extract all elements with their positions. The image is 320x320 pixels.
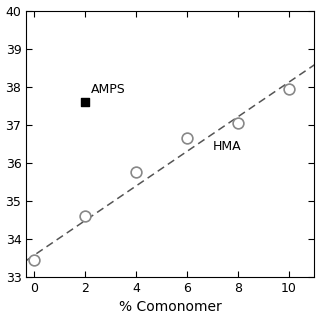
Text: AMPS: AMPS <box>91 83 126 96</box>
Point <box>133 170 139 175</box>
Point <box>184 136 189 141</box>
Point <box>236 120 241 125</box>
X-axis label: % Comonomer: % Comonomer <box>119 300 222 315</box>
Point <box>82 213 87 219</box>
Point <box>82 99 87 104</box>
Point <box>31 257 36 262</box>
Point <box>286 86 292 91</box>
Text: HMA: HMA <box>212 140 241 153</box>
